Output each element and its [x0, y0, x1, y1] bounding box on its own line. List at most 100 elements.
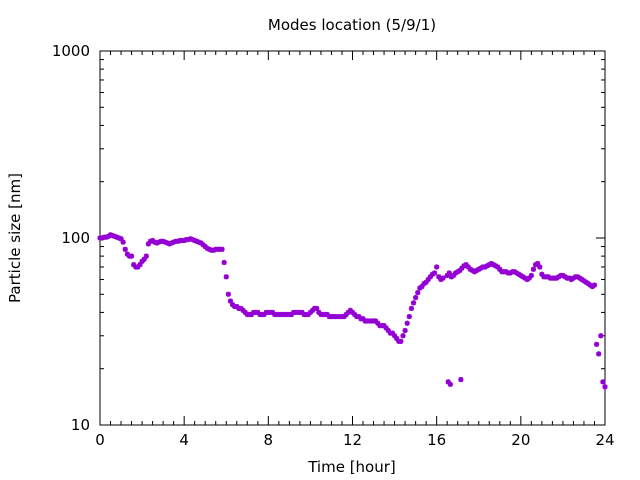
data-point	[398, 338, 404, 344]
x-tick-label: 24	[595, 431, 614, 449]
x-axis-label: Time [hour]	[307, 458, 396, 476]
data-point	[495, 264, 501, 270]
data-point	[383, 325, 389, 331]
data-point	[307, 309, 314, 316]
data-point	[168, 240, 175, 246]
y-tick-label: 1000	[52, 42, 90, 60]
data-point	[162, 239, 168, 245]
data-point	[128, 253, 135, 259]
data-point	[166, 241, 173, 247]
data-point	[602, 384, 608, 390]
data-point	[152, 239, 158, 245]
data-point	[593, 341, 600, 347]
data-point	[406, 313, 412, 320]
data-point	[535, 260, 541, 267]
data-point	[255, 309, 261, 316]
data-point	[530, 266, 537, 272]
data-point	[465, 264, 471, 270]
data-point	[434, 264, 440, 270]
data-point	[457, 267, 463, 274]
data-point	[238, 305, 244, 312]
data-point	[314, 305, 320, 312]
y-tick-label: 10	[71, 416, 90, 434]
data-point	[431, 270, 438, 276]
data-point	[299, 309, 305, 316]
data-point	[444, 272, 450, 279]
data-point	[316, 309, 322, 316]
data-point	[164, 240, 170, 246]
data-point	[227, 298, 234, 304]
data-point	[160, 238, 166, 244]
data-point	[447, 381, 453, 387]
data-point	[423, 279, 429, 285]
data-point	[175, 238, 181, 244]
data-point	[596, 351, 602, 357]
data-point	[446, 270, 452, 276]
data-point	[385, 327, 391, 334]
data-point	[419, 283, 425, 290]
data-point	[591, 282, 598, 288]
data-point	[459, 265, 465, 271]
x-tick-label: 16	[427, 431, 446, 449]
data-point	[225, 291, 231, 297]
data-point	[394, 335, 400, 342]
data-point	[240, 307, 246, 314]
data-points	[97, 232, 608, 390]
data-point	[145, 241, 151, 247]
data-point	[187, 236, 194, 242]
data-point	[147, 238, 154, 244]
data-point	[229, 302, 236, 308]
data-point	[131, 262, 137, 268]
data-point	[450, 272, 457, 279]
data-point	[154, 240, 160, 246]
data-point	[189, 237, 196, 243]
data-point	[463, 262, 469, 268]
data-point	[234, 303, 240, 310]
data-point	[171, 239, 177, 245]
data-point	[440, 275, 446, 281]
data-point	[402, 327, 408, 334]
data-point	[248, 311, 255, 318]
data-point	[135, 264, 141, 270]
data-point	[341, 313, 347, 320]
data-point	[425, 276, 431, 283]
data-point	[413, 295, 419, 301]
data-point	[139, 258, 145, 264]
data-point	[261, 311, 267, 318]
data-point	[192, 237, 198, 244]
y-tick-label: 100	[61, 229, 90, 247]
data-point	[99, 235, 105, 241]
data-point	[375, 320, 381, 326]
data-point	[528, 272, 534, 279]
data-point	[269, 309, 276, 316]
data-point	[122, 246, 128, 252]
data-point	[196, 239, 202, 245]
y-axis: 10 100 1000	[52, 42, 605, 434]
data-point	[204, 245, 210, 251]
data-point	[598, 333, 604, 339]
data-point	[349, 309, 356, 316]
data-point	[427, 274, 433, 280]
data-point	[194, 238, 200, 244]
data-point	[305, 311, 311, 318]
chart-title: Modes location (5/9/1)	[268, 16, 436, 34]
data-point	[404, 320, 410, 326]
data-point	[309, 307, 316, 314]
data-point	[537, 264, 543, 270]
data-point	[223, 274, 229, 280]
data-point	[288, 311, 295, 318]
data-point	[141, 256, 147, 262]
data-point	[526, 275, 532, 281]
data-point	[356, 313, 362, 320]
data-point	[389, 330, 396, 336]
x-tick-label: 12	[343, 431, 362, 449]
plot-frame	[99, 50, 606, 426]
data-point	[352, 311, 358, 318]
data-point	[391, 333, 398, 339]
x-tick-label: 8	[264, 431, 274, 449]
data-point	[156, 239, 162, 245]
data-point	[221, 259, 227, 266]
data-point	[373, 318, 379, 324]
data-point	[185, 237, 191, 243]
